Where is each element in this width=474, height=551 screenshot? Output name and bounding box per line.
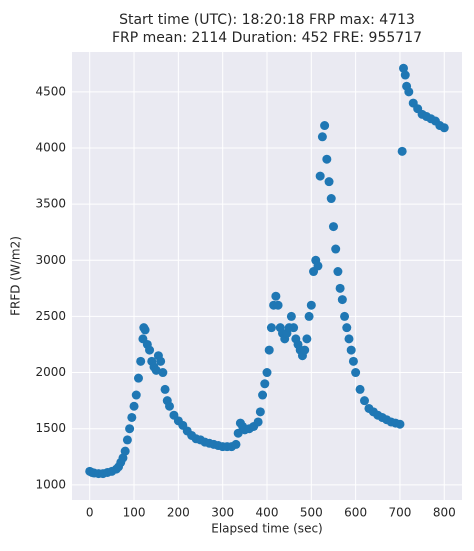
point <box>355 384 365 394</box>
point <box>286 311 296 321</box>
point <box>317 132 327 142</box>
point <box>231 439 241 449</box>
point <box>324 177 334 187</box>
point <box>304 311 314 321</box>
y-axis-label: FRFD (W/m2) <box>9 236 23 316</box>
y-tick-label: 4500 <box>35 84 66 98</box>
point <box>125 424 135 434</box>
point <box>397 146 407 156</box>
y-tick-label: 4000 <box>35 141 66 155</box>
y-tick-label: 2000 <box>35 365 66 379</box>
point <box>129 401 139 411</box>
point <box>255 407 265 417</box>
point <box>133 373 143 383</box>
point <box>131 390 141 400</box>
point <box>351 368 361 378</box>
point <box>395 419 405 429</box>
point <box>439 123 449 133</box>
point <box>335 283 345 293</box>
point <box>258 390 268 400</box>
point <box>264 345 274 355</box>
point <box>262 368 272 378</box>
point <box>348 356 358 366</box>
point <box>300 345 310 355</box>
point <box>302 334 312 344</box>
point <box>346 345 356 355</box>
point <box>165 401 174 411</box>
point <box>333 267 343 277</box>
point <box>233 428 243 438</box>
point <box>342 323 352 333</box>
point <box>326 194 336 204</box>
point <box>158 368 168 378</box>
point <box>136 356 146 366</box>
x-tick-label: 500 <box>300 506 323 520</box>
point <box>271 291 281 301</box>
point <box>313 261 323 271</box>
point <box>404 87 414 97</box>
chart-title: FRP mean: 2114 Duration: 452 FRE: 955717 <box>112 30 422 46</box>
x-tick-label: 300 <box>211 506 234 520</box>
point <box>145 345 155 355</box>
point <box>328 222 338 232</box>
point <box>306 300 316 310</box>
point <box>120 446 130 456</box>
point <box>260 379 270 389</box>
point <box>273 300 283 310</box>
y-tick-label: 3500 <box>35 197 66 211</box>
y-tick-label: 3000 <box>35 253 66 267</box>
point <box>122 435 132 445</box>
point <box>160 384 170 394</box>
point <box>322 154 332 164</box>
y-tick-label: 2500 <box>35 309 66 323</box>
point <box>127 412 137 422</box>
point <box>315 171 325 181</box>
point <box>156 356 166 366</box>
x-tick-label: 700 <box>389 506 412 520</box>
x-tick-label: 800 <box>433 506 456 520</box>
point <box>289 323 299 333</box>
x-tick-label: 200 <box>167 506 190 520</box>
point <box>400 70 410 80</box>
point <box>360 396 369 406</box>
y-tick-label: 1500 <box>35 421 66 435</box>
point <box>140 325 150 335</box>
point <box>344 334 354 344</box>
x-tick-label: 400 <box>256 506 279 520</box>
point <box>331 244 341 254</box>
x-tick-label: 100 <box>123 506 146 520</box>
point <box>253 417 263 427</box>
x-axis-label: Elapsed time (sec) <box>211 522 322 536</box>
chart-title: Start time (UTC): 18:20:18 FRP max: 4713 <box>119 12 415 28</box>
point <box>320 121 330 131</box>
point <box>337 295 347 305</box>
point <box>340 311 350 321</box>
point <box>399 63 408 73</box>
point <box>266 323 276 333</box>
x-tick-label: 600 <box>344 506 367 520</box>
x-tick-label: 0 <box>86 506 94 520</box>
y-tick-label: 1000 <box>35 477 66 491</box>
